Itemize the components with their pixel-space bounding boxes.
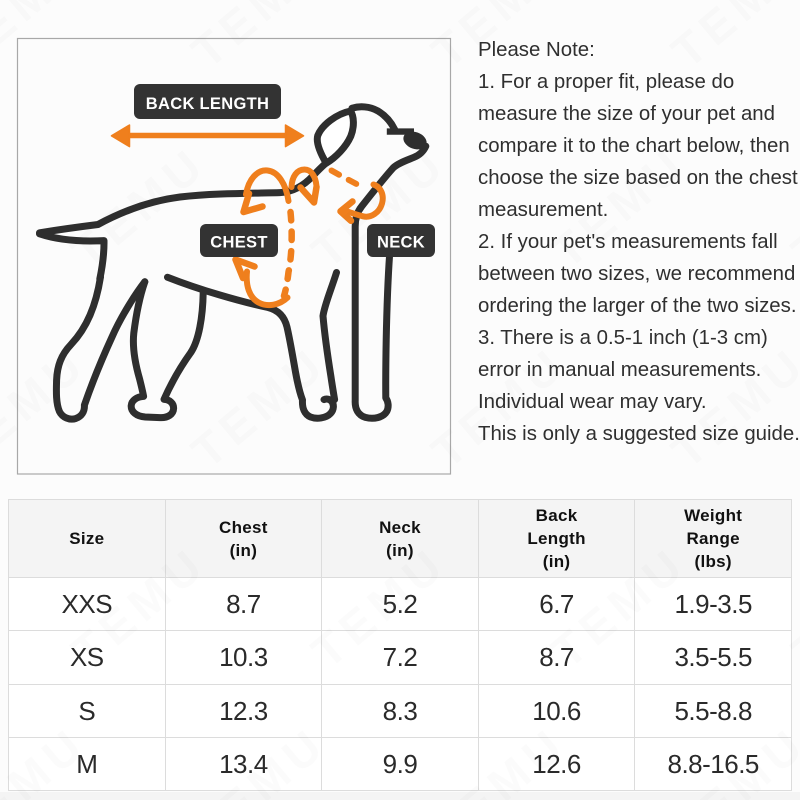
- svg-text:NECK: NECK: [377, 234, 425, 252]
- svg-text:BACK LENGTH: BACK LENGTH: [146, 95, 269, 113]
- svg-text:CHEST: CHEST: [210, 234, 267, 252]
